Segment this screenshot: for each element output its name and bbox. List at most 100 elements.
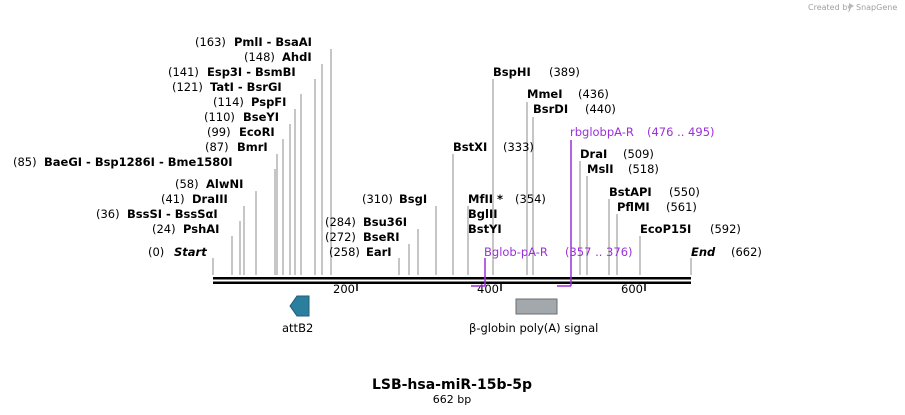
ruler-tick-600: 600 — [621, 282, 643, 296]
label-site-pspfi[interactable]: (114) PspFI — [213, 95, 286, 109]
site-lines — [212, 49, 692, 275]
label-site-bstyi[interactable]: BstYI — [468, 222, 502, 236]
svg-text:(99): (99) — [207, 125, 231, 139]
svg-text:Esp3I - BsmBI: Esp3I - BsmBI — [207, 65, 296, 79]
beta-globin-polya-feature-box[interactable] — [515, 298, 558, 315]
svg-text:(258): (258) — [329, 245, 360, 259]
svg-text:BstXI: BstXI — [453, 140, 487, 154]
svg-text:(518): (518) — [628, 162, 659, 176]
svg-text:Bsu36I: Bsu36I — [363, 215, 407, 229]
credit-brand: SnapGene — [856, 3, 897, 12]
label-site-bglii[interactable]: BglII — [468, 207, 498, 221]
label-site-pshai[interactable]: (24) PshAI — [152, 222, 219, 236]
svg-text:(357 .. 376): (357 .. 376) — [565, 245, 633, 259]
svg-text:(509): (509) — [623, 147, 654, 161]
label-site-bsphi[interactable]: BspHI (389) — [493, 65, 580, 79]
label-primer-rbglobpa-r[interactable]: rbglobpA-R (476 .. 495) — [570, 125, 715, 139]
label-start[interactable]: (0) Start — [148, 245, 207, 259]
svg-text:DraI: DraI — [580, 147, 607, 161]
svg-text:MslI: MslI — [587, 162, 614, 176]
svg-text:(476 .. 495): (476 .. 495) — [647, 125, 715, 139]
label-site-drai[interactable]: DraI (509) — [580, 147, 654, 161]
svg-text:(41): (41) — [161, 192, 185, 206]
svg-text:(24): (24) — [152, 222, 176, 236]
label-site-bseri[interactable]: (272) BseRI — [325, 230, 400, 244]
sequence-length: 662 bp — [433, 393, 471, 406]
label-site-bstxi[interactable]: BstXI (333) — [453, 140, 534, 154]
svg-text:(114): (114) — [213, 95, 244, 109]
feature-label-attb2: attB2 — [282, 321, 313, 335]
label-site-ahdi[interactable]: (148) AhdI — [244, 50, 312, 64]
svg-text:BaeGI - Bsp1286I - Bme1580: BaeGI - Bsp1286I - Bme1580I — [44, 155, 233, 169]
attb2-feature-arrow[interactable] — [289, 295, 310, 317]
label-site-ecop15i[interactable]: EcoP15I (592) — [640, 222, 741, 236]
svg-text:(333): (333) — [503, 140, 534, 154]
snapgene-logo-icon — [849, 3, 854, 9]
sequence-title: LSB-hsa-miR-15b-5p — [372, 377, 532, 393]
svg-text:(58): (58) — [175, 177, 199, 191]
svg-text:(592): (592) — [710, 222, 741, 236]
label-site-mfli[interactable]: MfII * (354) — [468, 192, 546, 206]
label-site-bsssi[interactable]: (36) BssSI - BssSαI — [96, 207, 218, 221]
svg-text:EcoRI: EcoRI — [239, 125, 275, 139]
label-site-ecori[interactable]: (99) EcoRI — [207, 125, 275, 139]
svg-text:(87): (87) — [205, 140, 229, 154]
svg-text:EcoP15I: EcoP15I — [640, 222, 691, 236]
svg-text:PmlI - BsaAI: PmlI - BsaAI — [234, 35, 312, 49]
label-site-bsgi[interactable]: (310) BsgI — [362, 192, 427, 206]
label-site-mmei[interactable]: MmeI (436) — [527, 87, 609, 101]
svg-text:AhdI: AhdI — [282, 50, 312, 64]
label-site-alwni[interactable]: (58) AlwNI — [175, 177, 243, 191]
svg-text:PspFI: PspFI — [251, 95, 286, 109]
svg-text:BseRI: BseRI — [363, 230, 400, 244]
svg-text:(148): (148) — [244, 50, 275, 64]
label-site-baegi[interactable]: (85) BaeGI - Bsp1286I - Bme1580I — [13, 155, 233, 169]
label-site-bsrdi[interactable]: BsrDI (440) — [533, 102, 616, 116]
label-site-bseyi[interactable]: (110) BseYI — [204, 110, 279, 124]
svg-text:PflMI: PflMI — [617, 200, 650, 214]
svg-text:BssSI - BssSαI: BssSI - BssSαI — [127, 207, 218, 221]
svg-text:(110): (110) — [204, 110, 235, 124]
backbone — [213, 277, 691, 284]
svg-text:BsgI: BsgI — [399, 192, 427, 206]
svg-text:rbglobpA-R: rbglobpA-R — [570, 125, 634, 139]
label-site-bsu36i[interactable]: (284) Bsu36I — [325, 215, 407, 229]
svg-text:(550): (550) — [669, 185, 700, 199]
svg-text:(561): (561) — [666, 200, 697, 214]
svg-text:(354): (354) — [515, 192, 546, 206]
label-site-tati[interactable]: (121) TatI - BsrGI — [172, 80, 282, 94]
svg-text:(662): (662) — [731, 245, 762, 259]
svg-text:BmrI: BmrI — [237, 140, 268, 154]
label-primer-bglob-pa-r[interactable]: Bglob-pA-R (357 .. 376) — [484, 245, 633, 259]
label-site-bstapi[interactable]: BstAPI (550) — [609, 185, 700, 199]
label-site-bmri[interactable]: (87) BmrI — [205, 140, 268, 154]
svg-text:(121): (121) — [172, 80, 203, 94]
svg-text:(36): (36) — [96, 207, 120, 221]
label-site-draiii[interactable]: (41) DraIII — [161, 192, 228, 206]
svg-text:BstYI: BstYI — [468, 222, 502, 236]
svg-text:BspHI: BspHI — [493, 65, 531, 79]
svg-text:BglII: BglII — [468, 207, 498, 221]
label-site-pflmi[interactable]: PflMI (561) — [617, 200, 697, 214]
svg-text:EarI: EarI — [366, 245, 392, 259]
svg-text:(85): (85) — [13, 155, 37, 169]
svg-text:PshAI: PshAI — [183, 222, 219, 236]
svg-text:(284): (284) — [325, 215, 356, 229]
label-site-esp3i[interactable]: (141) Esp3I - BsmBI — [168, 65, 296, 79]
ruler-tick-200: 200 — [333, 282, 355, 296]
label-site-msli[interactable]: MslI (518) — [587, 162, 659, 176]
primer-rbglobpa-r[interactable] — [557, 140, 572, 287]
svg-text:(163): (163) — [195, 35, 226, 49]
label-site-eari[interactable]: (258) EarI — [329, 245, 392, 259]
svg-text:(310): (310) — [362, 192, 393, 206]
svg-text:BseYI: BseYI — [243, 110, 279, 124]
svg-text:(272): (272) — [325, 230, 356, 244]
feature-label-beta-globin-polya: β-globin poly(A) signal — [469, 321, 598, 335]
label-end[interactable]: End (662) — [691, 245, 762, 259]
primer-bglob-pa-r[interactable] — [471, 258, 486, 287]
svg-text:(436): (436) — [578, 87, 609, 101]
label-site-pmli[interactable]: (163) PmlI - BsaAI — [195, 35, 312, 49]
svg-text:DraIII: DraIII — [192, 192, 228, 206]
svg-text:(141): (141) — [168, 65, 199, 79]
